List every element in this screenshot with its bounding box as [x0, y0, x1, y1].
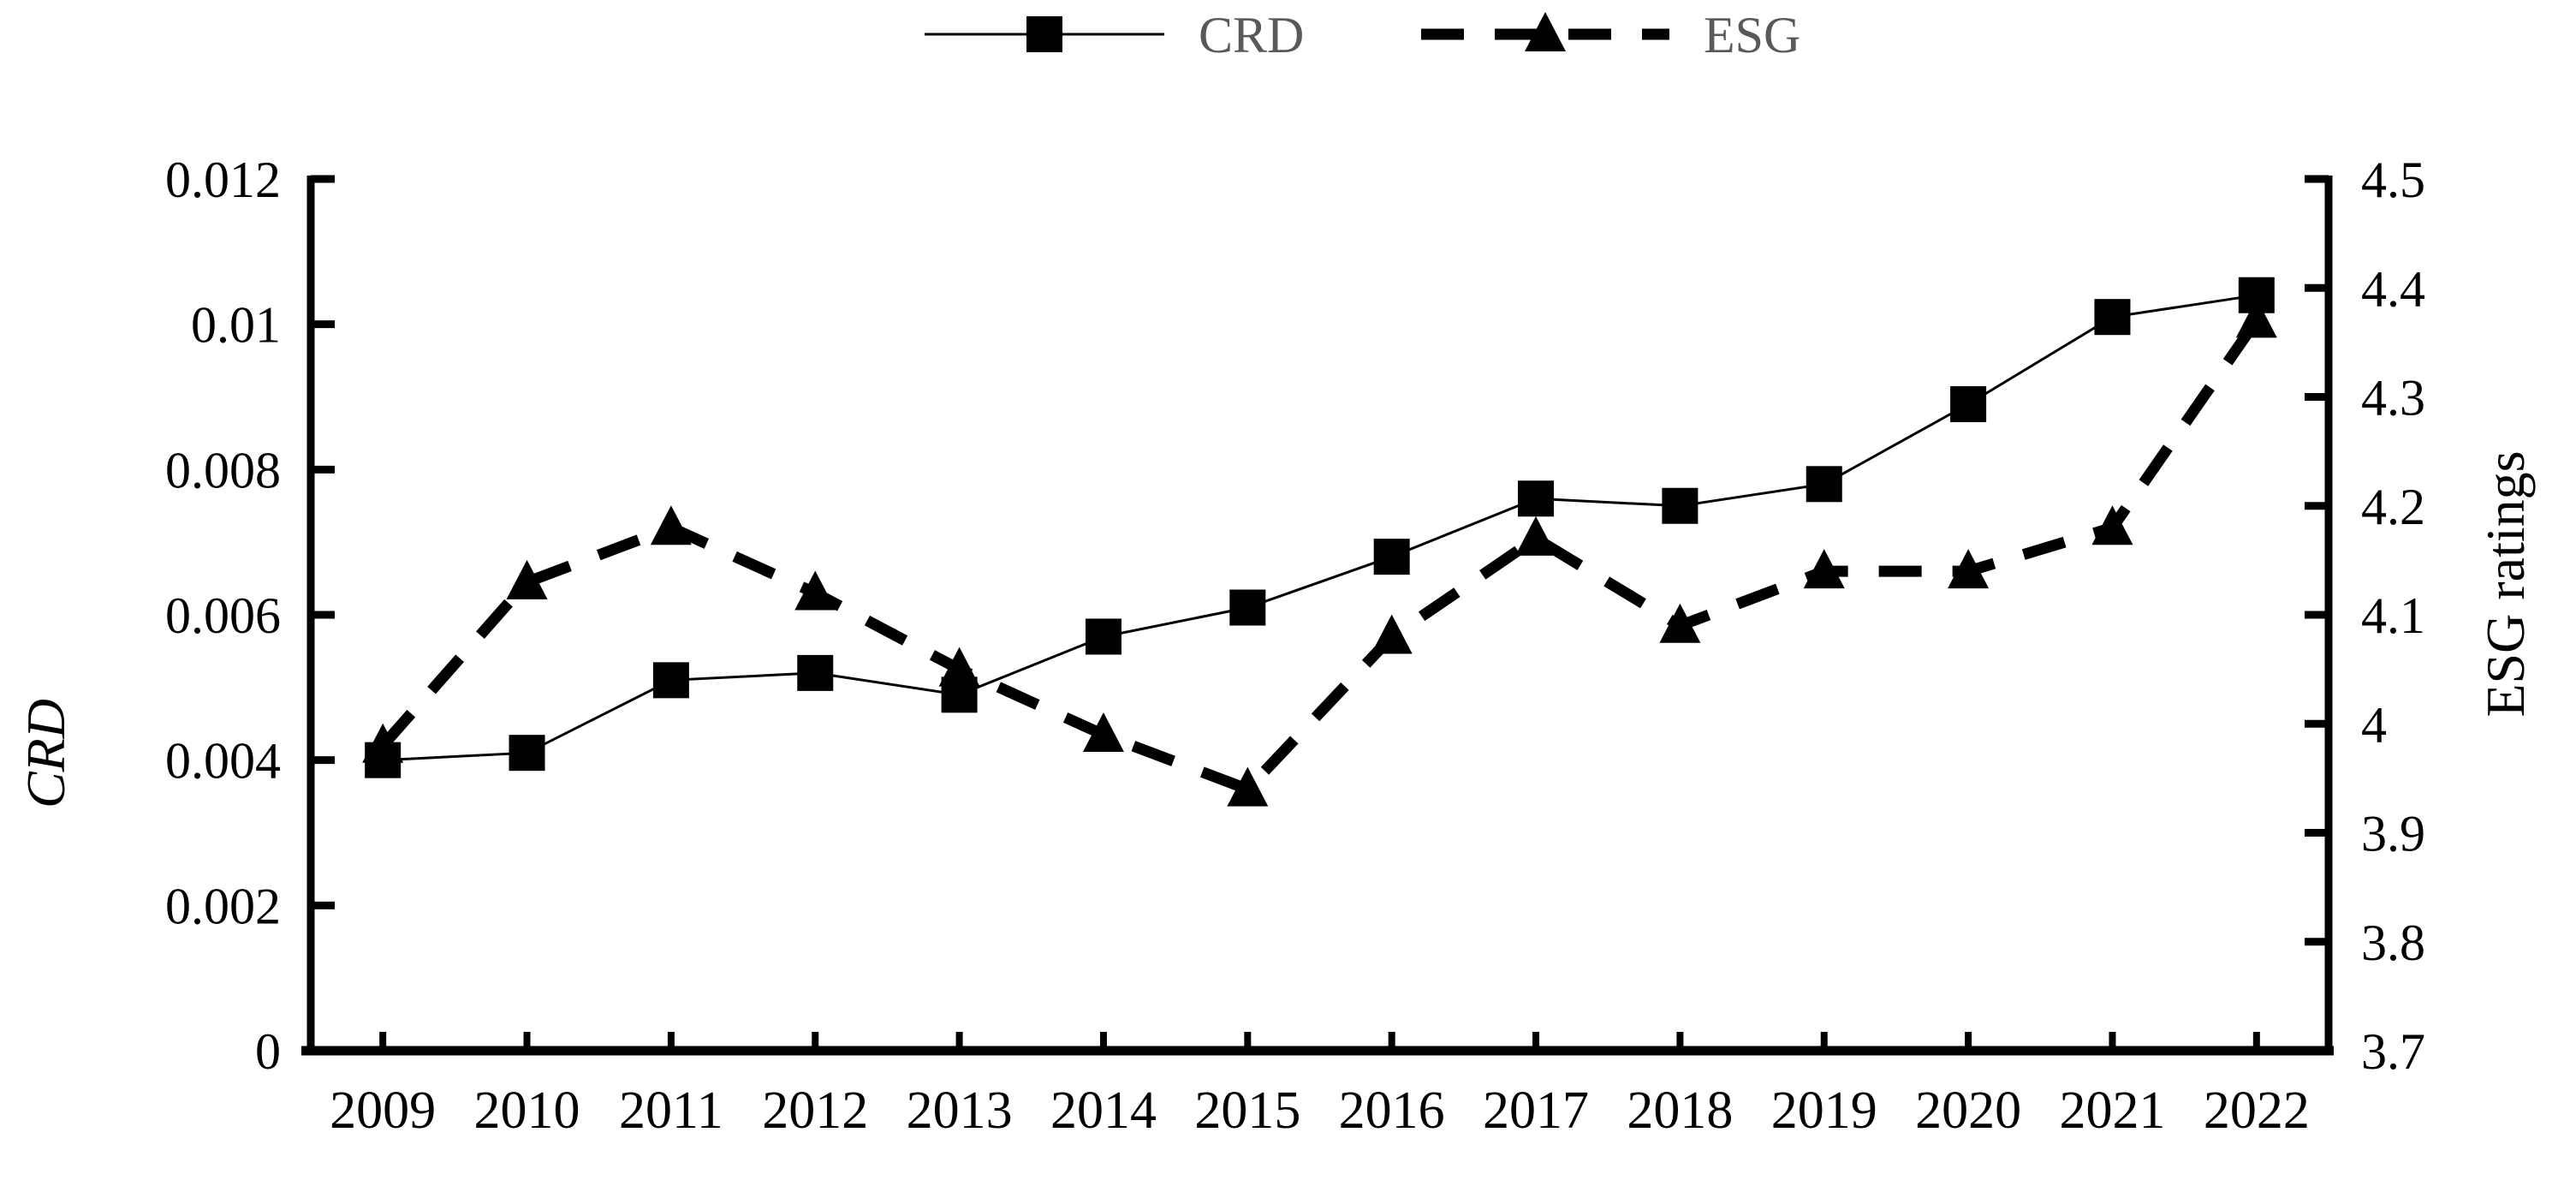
series-CRD-marker — [1806, 466, 1842, 503]
x-axis-tick-label: 2017 — [1483, 1082, 1589, 1140]
series-ESG-marker — [650, 505, 692, 545]
left-axis-tick-label: 0.01 — [191, 297, 281, 354]
series-ESG-marker — [1227, 766, 1269, 807]
series-CRD-marker — [1662, 487, 1698, 524]
series-CRD-line — [383, 294, 2258, 762]
right-axis-tick-label: 4.5 — [2361, 152, 2425, 208]
series-ESG-marker — [938, 647, 980, 687]
legend-CRD-label: CRD — [1199, 7, 1304, 63]
series-ESG-marker — [1659, 603, 1701, 643]
series-ESG-marker — [1515, 516, 1557, 556]
right-axis-tick-label: 4 — [2361, 696, 2387, 753]
left-axis-tick-label: 0.004 — [165, 733, 281, 790]
series-ESG-marker — [1082, 712, 1124, 752]
left-axis-tick-label: 0.008 — [165, 442, 281, 498]
series-CRD-marker — [2094, 299, 2131, 336]
x-axis-tick-label: 2010 — [474, 1082, 580, 1140]
left-axis-tick-label: 0 — [255, 1023, 281, 1080]
x-axis-tick-label: 2019 — [1771, 1082, 1877, 1140]
x-axis-tick-label: 2012 — [762, 1082, 868, 1140]
series-CRD-marker — [1229, 589, 1266, 626]
series-CRD-marker — [1950, 385, 1987, 422]
series-CRD-marker — [941, 676, 978, 713]
x-axis-tick-label: 2009 — [330, 1082, 436, 1140]
series-CRD-marker — [1373, 539, 1410, 575]
series-ESG-marker — [506, 559, 548, 599]
x-axis-tick-label: 2021 — [2059, 1082, 2165, 1140]
series-CRD-marker — [1518, 480, 1555, 517]
x-axis-tick-label: 2014 — [1050, 1082, 1157, 1140]
x-axis-tick-label: 2020 — [1915, 1082, 2021, 1140]
right-axis-title: ESG ratings — [2475, 450, 2536, 717]
series-CRD-marker — [509, 735, 545, 772]
series-ESG-marker — [1803, 549, 1845, 589]
x-axis-tick-label: 2013 — [907, 1082, 1013, 1140]
right-axis-tick-label: 3.8 — [2361, 915, 2425, 971]
series-ESG-marker — [1371, 614, 1413, 654]
x-axis-tick-label: 2018 — [1627, 1082, 1733, 1140]
legend: CRD ESG — [925, 7, 1800, 63]
series-ESG-marker — [1948, 549, 1990, 589]
legend-ESG-marker — [1525, 12, 1566, 51]
right-axis-tick-label: 3.9 — [2361, 806, 2425, 862]
x-axis-tick-label: 2022 — [2204, 1082, 2310, 1140]
series-CRD-marker — [1085, 618, 1121, 655]
x-axis-tick-label: 2015 — [1194, 1082, 1300, 1140]
right-axis-tick-label: 4.1 — [2361, 587, 2425, 644]
series-ESG — [362, 298, 2277, 807]
series-CRD-marker — [365, 742, 402, 778]
left-axis-tick-label: 0.002 — [165, 878, 281, 934]
series-ESG-marker — [2235, 298, 2277, 338]
right-axis-tick-label: 4.4 — [2361, 260, 2425, 317]
legend-ESG-label: ESG — [1704, 7, 1800, 63]
legend-CRD-marker — [1026, 16, 1062, 52]
series-ESG-marker — [2091, 505, 2133, 545]
series-CRD-marker — [2238, 277, 2275, 313]
series-CRD-marker — [797, 654, 834, 691]
left-axis-tick-label: 0.006 — [165, 587, 281, 644]
right-axis-tick-label: 4.2 — [2361, 479, 2425, 535]
left-axis-tick-label: 0.012 — [165, 152, 281, 208]
series-ESG-marker — [794, 570, 836, 611]
series-CRD-marker — [652, 662, 689, 699]
series-CRD — [365, 277, 2275, 778]
series-ESG-line — [378, 317, 2262, 796]
x-axis-tick-label: 2016 — [1339, 1082, 1445, 1140]
right-axis-tick-label: 4.3 — [2361, 370, 2425, 426]
left-axis-title: CRD — [15, 699, 76, 808]
x-axis-tick-label: 2011 — [619, 1082, 723, 1140]
right-axis-tick-label: 3.7 — [2361, 1023, 2425, 1080]
axes-group: 0.012 0.01 0.008 0.006 0.004 0.002 0 4.5 4.4 4.3 4… — [15, 152, 2536, 1140]
